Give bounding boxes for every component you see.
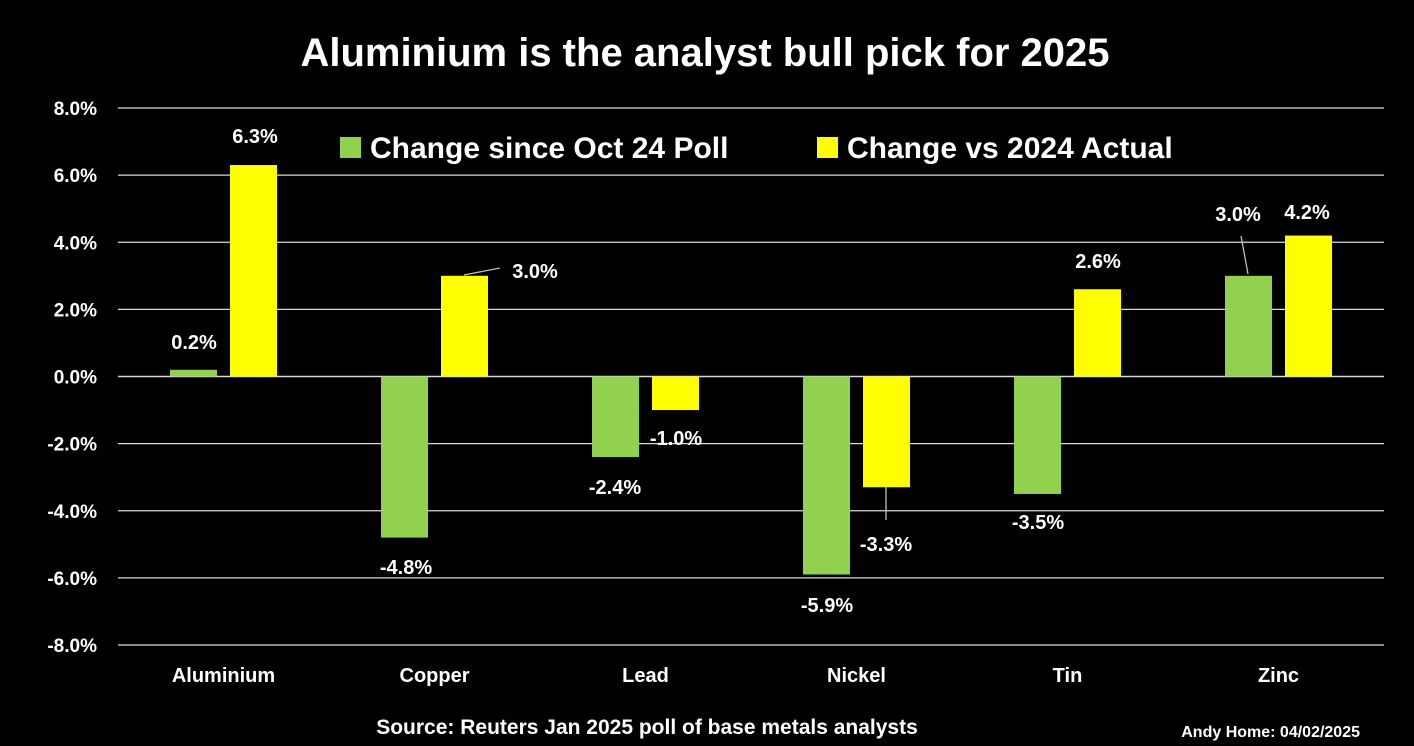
y-tick-label: 6.0% (54, 166, 97, 187)
data-label: 2.6% (1075, 251, 1121, 273)
y-tick-label: 8.0% (54, 99, 97, 120)
x-tick-label: Nickel (827, 665, 886, 687)
label-leader-line (463, 267, 501, 276)
bar-lead-series2 (652, 376, 699, 411)
data-label: 4.2% (1284, 202, 1330, 224)
data-label: 6.3% (232, 126, 278, 148)
bar-copper-series2 (441, 275, 488, 377)
data-label: -1.0% (650, 428, 702, 450)
bar-nickel-series1 (803, 376, 850, 575)
credit-note: Andy Home: 04/02/2025 (1181, 724, 1360, 741)
bars (170, 165, 1332, 575)
x-tick-label: Zinc (1258, 665, 1299, 687)
y-tick-label: -2.0% (47, 435, 97, 456)
legend: Change since Oct 24 Poll Change vs 2024 A… (340, 132, 1173, 165)
bar-nickel-series2 (863, 376, 910, 488)
y-tick-label: -8.0% (47, 636, 97, 657)
y-tick-label: 2.0% (54, 300, 97, 321)
bar-zinc-series1 (1225, 275, 1272, 377)
x-tick-label: Tin (1053, 665, 1083, 687)
data-label: -3.3% (860, 534, 912, 556)
x-tick-label: Aluminium (172, 665, 275, 687)
y-tick-label: 4.0% (54, 233, 97, 254)
y-tick-label: 0.0% (54, 368, 97, 389)
x-axis-tick-labels: Aluminium Copper Lead Nickel Tin Zinc (172, 665, 1299, 687)
data-label: -3.5% (1012, 512, 1064, 534)
bar-copper-series1 (381, 376, 428, 538)
bar-tin-series2 (1074, 289, 1121, 377)
bar-lead-series1 (592, 376, 639, 458)
gridlines (118, 107, 1384, 646)
x-tick-label: Lead (622, 665, 669, 687)
x-tick-label: Copper (400, 665, 470, 687)
bar-tin-series1 (1014, 376, 1061, 494)
y-tick-label: -4.0% (47, 502, 97, 523)
chart-title: Aluminium is the analyst bull pick for 2… (300, 31, 1109, 75)
data-label: 3.0% (512, 261, 558, 283)
source-note: Source: Reuters Jan 2025 poll of base me… (376, 716, 918, 739)
label-leader-line (1240, 235, 1249, 275)
data-label: -4.8% (380, 557, 432, 579)
legend-label: Change since Oct 24 Poll (370, 132, 728, 165)
data-label: -2.4% (589, 477, 641, 499)
data-label: 3.0% (1215, 204, 1261, 226)
legend-swatch (817, 137, 838, 158)
data-labels: 0.2% -4.8% -2.4% -5.9% -3.5% 3.0% 6.3% 3.0% -1.0… (171, 126, 1330, 617)
legend-swatch (340, 137, 361, 158)
bar-zinc-series2 (1285, 235, 1332, 377)
y-axis-tick-labels: 8.0% 6.0% 4.0% 2.0% 0.0% -2.0% -4.0% -6.0% -8.0% (47, 99, 97, 657)
data-label: 0.2% (171, 332, 217, 354)
y-tick-label: -6.0% (47, 569, 97, 590)
bar-aluminium-series1 (170, 369, 217, 377)
data-label: -5.9% (801, 595, 853, 617)
bar-aluminium-series2 (230, 165, 277, 377)
legend-label: Change vs 2024 Actual (847, 132, 1173, 165)
